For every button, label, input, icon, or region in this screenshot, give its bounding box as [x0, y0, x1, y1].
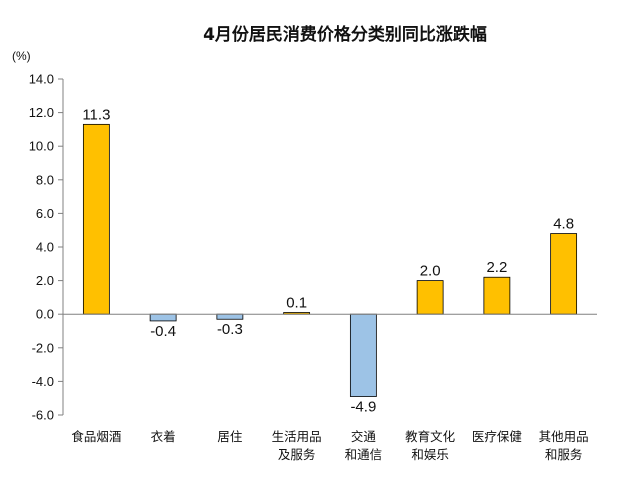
y-tick-label: 14.0 — [29, 72, 54, 87]
y-tick-label: 4.0 — [36, 240, 54, 255]
data-label: -0.4 — [150, 323, 176, 340]
bar — [82, 123, 110, 315]
y-tick-label: 0.0 — [36, 307, 54, 322]
bar — [416, 280, 444, 315]
x-tick-label: 食品烟酒 — [71, 429, 121, 444]
x-tick-label: 和通信 — [345, 447, 383, 462]
x-tick-label: 和娱乐 — [411, 447, 449, 462]
data-label: -4.9 — [350, 399, 376, 416]
data-label: 2.0 — [420, 263, 441, 280]
y-tick-label: 10.0 — [29, 139, 54, 154]
bar — [550, 233, 578, 315]
y-tick-label: -4.0 — [32, 374, 54, 389]
x-tick-label: 生活用品 — [272, 429, 322, 444]
x-tick-label: 及服务 — [278, 447, 316, 462]
y-tick-label: 8.0 — [36, 172, 54, 187]
bar — [216, 313, 244, 320]
x-tick-label: 医疗保健 — [472, 429, 523, 444]
x-tick-label: 衣着 — [151, 429, 176, 444]
data-label: 4.8 — [553, 216, 574, 233]
y-tick-label: -2.0 — [32, 340, 54, 355]
x-tick-label: 教育文化 — [405, 429, 456, 444]
y-tick-label: 2.0 — [36, 273, 54, 288]
plot-area: -6.0 -4.0 -2.0 0.0 2.0 4.0 6.0 8.0 10.0 12.0 14.0 1… — [29, 72, 597, 462]
x-tick-label: 和服务 — [545, 447, 583, 462]
data-label: 2.2 — [486, 259, 507, 276]
y-tick-label: 12.0 — [29, 105, 54, 120]
x-tick-label: 居住 — [217, 429, 243, 444]
bar — [349, 313, 377, 397]
x-tick-label: 其他用品 — [539, 429, 589, 444]
y-unit-label: (%) — [12, 49, 31, 63]
bar — [149, 313, 177, 322]
data-label: 11.3 — [82, 106, 110, 123]
bar — [483, 276, 511, 315]
data-label: 0.1 — [286, 295, 307, 312]
y-tick-label: -6.0 — [32, 408, 54, 423]
x-tick-label: 交通 — [351, 429, 377, 444]
data-label: -0.3 — [217, 321, 243, 338]
chart-title: 4月份居民消费价格分类别同比涨跌幅 — [203, 24, 487, 45]
y-tick-label: 6.0 — [36, 206, 54, 221]
